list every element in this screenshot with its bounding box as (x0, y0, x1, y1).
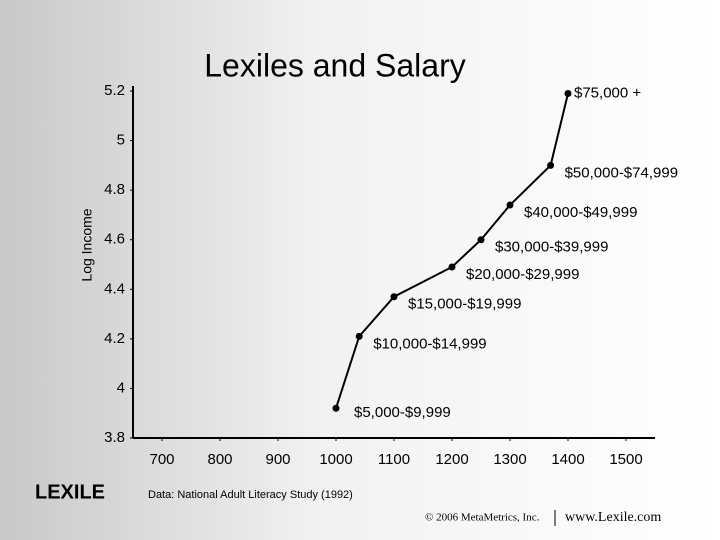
point-label: $40,000-$49,999 (524, 204, 637, 221)
point-label: $5,000-$9,999 (354, 404, 451, 421)
y-tick-label: 3.8 (104, 429, 125, 446)
x-tick-label: 1000 (319, 451, 352, 468)
x-tick-label: 800 (207, 451, 232, 468)
point (506, 201, 514, 209)
point-label: $20,000-$29,999 (466, 266, 579, 283)
point (477, 236, 485, 244)
x-tick-label: 1500 (609, 451, 642, 468)
y-tick-label: 4.8 (104, 181, 125, 198)
point-label: $30,000-$39,999 (495, 239, 608, 256)
x-tick-label: 900 (265, 451, 290, 468)
point-label: $75,000 + (574, 84, 641, 101)
chart-title: Lexiles and Salary (204, 47, 465, 83)
source-note: Data: National Adult Literacy Study (199… (148, 489, 353, 501)
y-tick-label: 4.2 (104, 330, 125, 347)
line (335, 93, 569, 409)
x-tick-label: 1200 (435, 451, 468, 468)
point (390, 293, 398, 301)
x-tick-label: 1100 (378, 451, 410, 468)
url: www.Lexile.com (565, 510, 661, 525)
point-label: $15,000-$19,999 (408, 296, 521, 313)
logo: LEXILE (35, 481, 105, 503)
x-tick-label: 700 (149, 451, 174, 468)
point (564, 89, 572, 97)
y-axis-label: Log Income (79, 208, 95, 281)
y-tick-label: 4 (117, 379, 125, 396)
x-tick-label: 1300 (493, 451, 526, 468)
point-label: $10,000-$14,999 (373, 335, 486, 352)
y-tick-label: 4.4 (104, 280, 125, 297)
point-label: $50,000-$74,999 (565, 164, 678, 181)
y-tick-label: 5.2 (104, 82, 125, 99)
y-tick-label: 4.6 (104, 231, 125, 248)
x-tick-label: 1400 (551, 451, 584, 468)
point (448, 263, 456, 271)
copyright: © 2006 MetaMetrics, Inc. (425, 512, 540, 524)
point (355, 332, 363, 340)
y-tick-label: 5 (117, 132, 125, 149)
point (332, 404, 340, 412)
point (547, 161, 555, 169)
